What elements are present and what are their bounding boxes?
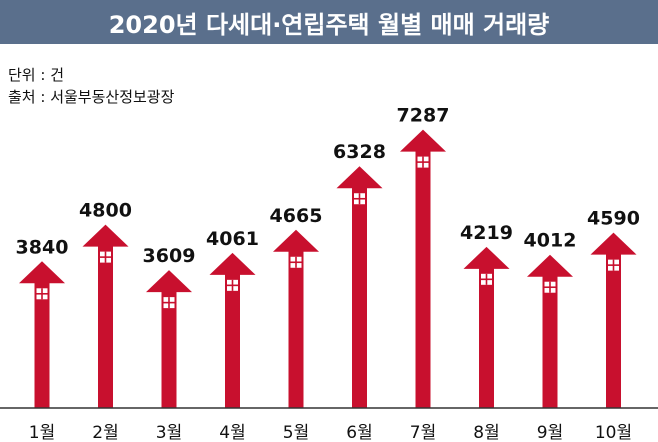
source-label: 출처 : 서울부동산정보광장 — [8, 88, 175, 106]
chart-title: 2020년 다세대·연립주택 월별 매매 거래량 — [0, 0, 658, 44]
x-tick-label: 7월 — [410, 423, 436, 442]
bar-shaft — [34, 282, 50, 408]
bar-roof — [19, 261, 65, 284]
bar-7 — [400, 129, 446, 408]
bar-8 — [463, 246, 510, 408]
bar-3 — [146, 270, 192, 408]
data-label: 7287 — [397, 105, 450, 127]
bar-10 — [590, 232, 637, 408]
data-label: 4665 — [270, 205, 323, 227]
bar-9 — [527, 254, 573, 408]
bar-roof — [336, 166, 383, 189]
x-tick-label: 9월 — [537, 423, 563, 442]
bar-shaft — [352, 187, 367, 408]
data-label: 4800 — [79, 200, 132, 222]
x-tick-label: 8월 — [473, 423, 499, 442]
bar-roof — [273, 229, 319, 252]
data-label: 3840 — [16, 236, 69, 258]
bar-shaft — [479, 267, 494, 408]
x-axis-ticks: 1월 2월 3월 4월 5월 6월 7월 8월 9월 10월 — [29, 423, 632, 442]
data-label: 3609 — [143, 245, 196, 267]
data-label: 4061 — [206, 228, 259, 250]
data-label: 4219 — [460, 222, 513, 244]
bar-roof — [82, 224, 129, 247]
x-tick-label: 2월 — [92, 423, 118, 442]
x-tick-label: 5월 — [283, 423, 309, 442]
chart-meta: 단위 : 건 출처 : 서울부동산정보광장 — [8, 64, 174, 108]
bar-5 — [273, 229, 319, 408]
bar-4 — [209, 252, 256, 408]
bar-shaft — [288, 250, 304, 408]
x-tick-label: 4월 — [219, 423, 245, 442]
x-tick-label: 6월 — [346, 423, 372, 442]
bar-roof — [590, 232, 637, 255]
bar-shaft — [225, 273, 240, 408]
bar-2 — [82, 224, 129, 408]
bar-shaft — [161, 291, 177, 408]
data-label: 4012 — [524, 230, 577, 252]
bar-roof — [209, 252, 256, 275]
unit-label: 단위 : 건 — [8, 66, 64, 84]
x-tick-label: 10월 — [595, 423, 632, 442]
data-label: 4590 — [587, 208, 640, 230]
bar-roof — [527, 254, 573, 277]
bar-roof — [146, 270, 192, 293]
bar-series: 3840 4800 3609 4061 4665 6328 7287 4219 4012 4590 — [16, 105, 640, 408]
bar-1 — [19, 261, 65, 408]
data-label: 6328 — [333, 141, 386, 163]
bar-shaft — [98, 245, 113, 408]
bar-shaft — [606, 253, 621, 408]
bar-shaft — [415, 150, 431, 408]
x-tick-label: 3월 — [156, 423, 182, 442]
bar-roof — [400, 129, 446, 152]
bar-6 — [336, 166, 383, 408]
bar-shaft — [542, 275, 558, 408]
x-tick-label: 1월 — [29, 423, 55, 442]
bar-roof — [463, 246, 510, 269]
